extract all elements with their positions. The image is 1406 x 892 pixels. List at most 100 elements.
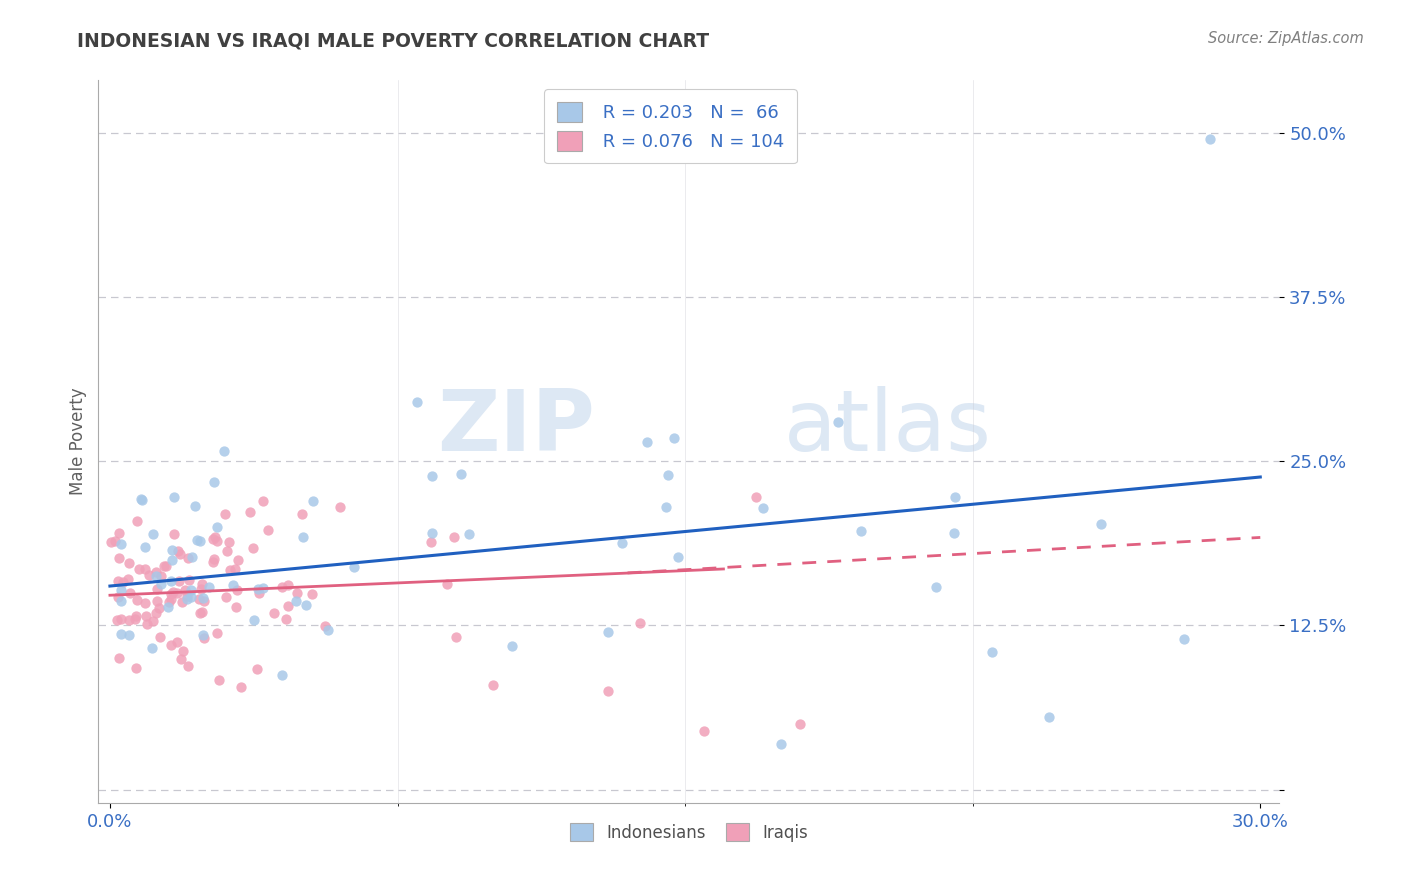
Point	[160, 574, 183, 588]
Point	[160, 587, 183, 601]
Point	[135, 617, 157, 632]
Point	[170, 652, 193, 666]
Point	[125, 592, 148, 607]
Point	[925, 580, 948, 594]
Point	[202, 555, 225, 569]
Point	[849, 524, 872, 538]
Point	[177, 550, 200, 565]
Text: INDONESIAN VS IRAQI MALE POVERTY CORRELATION CHART: INDONESIAN VS IRAQI MALE POVERTY CORRELA…	[77, 31, 710, 50]
Point	[628, 615, 651, 630]
Point	[118, 586, 141, 600]
Point	[827, 415, 849, 429]
Point	[169, 547, 191, 561]
Point	[657, 467, 679, 482]
Point	[188, 592, 211, 607]
Point	[277, 599, 299, 613]
Point	[598, 684, 620, 698]
Point	[117, 572, 139, 586]
Point	[598, 625, 620, 640]
Point	[291, 507, 314, 521]
Point	[943, 490, 966, 504]
Point	[662, 431, 685, 445]
Point	[329, 500, 352, 515]
Point	[125, 609, 148, 624]
Point	[252, 493, 274, 508]
Point	[134, 596, 156, 610]
Point	[108, 650, 131, 665]
Point	[111, 574, 134, 589]
Point	[252, 581, 274, 595]
Point	[193, 631, 215, 645]
Point	[212, 443, 235, 458]
Point	[129, 491, 152, 506]
Point	[242, 613, 264, 627]
Point	[231, 680, 253, 694]
Point	[149, 630, 172, 644]
Point	[482, 677, 505, 691]
Point	[110, 593, 132, 607]
Point	[655, 500, 678, 514]
Point	[1038, 710, 1060, 724]
Point	[419, 535, 441, 549]
Point	[172, 644, 194, 658]
Point	[145, 568, 167, 582]
Point	[134, 540, 156, 554]
Point	[224, 562, 246, 576]
Point	[177, 659, 200, 673]
Point	[450, 467, 472, 481]
Point	[226, 552, 249, 566]
Point	[443, 530, 465, 544]
Y-axis label: Male Poverty: Male Poverty	[69, 388, 87, 495]
Point	[219, 563, 242, 577]
Point	[190, 582, 212, 596]
Text: atlas: atlas	[783, 385, 991, 468]
Point	[157, 595, 180, 609]
Point	[314, 619, 336, 633]
Point	[277, 578, 299, 592]
Point	[162, 542, 184, 557]
Point	[145, 566, 167, 580]
Point	[110, 612, 132, 626]
Point	[110, 583, 132, 598]
Point	[242, 541, 264, 555]
Point	[157, 599, 180, 614]
Point	[149, 577, 172, 591]
Point	[291, 529, 314, 543]
Point	[271, 668, 294, 682]
Point	[420, 525, 443, 540]
Point	[141, 640, 163, 655]
Point	[270, 580, 292, 594]
Point	[142, 527, 165, 541]
Point	[170, 594, 193, 608]
Point	[160, 638, 183, 652]
Point	[145, 594, 167, 608]
Point	[214, 591, 236, 605]
Point	[980, 645, 1002, 659]
Point	[176, 589, 198, 603]
Point	[107, 574, 129, 588]
Point	[1173, 632, 1195, 646]
Point	[343, 560, 366, 574]
Point	[110, 627, 132, 641]
Point	[176, 592, 198, 607]
Point	[149, 569, 172, 583]
Point	[105, 613, 128, 627]
Point	[218, 535, 240, 549]
Point	[155, 559, 177, 574]
Point	[138, 568, 160, 582]
Point	[444, 630, 467, 644]
Point	[180, 583, 202, 598]
Point	[183, 500, 205, 514]
Point	[1199, 132, 1222, 146]
Point	[636, 434, 658, 449]
Point	[752, 500, 775, 515]
Point	[285, 585, 308, 599]
Point	[173, 583, 195, 598]
Point	[302, 494, 325, 508]
Point	[159, 591, 181, 606]
Point	[110, 537, 132, 551]
Point	[202, 475, 225, 490]
Point	[257, 523, 280, 537]
Point	[142, 614, 165, 628]
Point	[295, 598, 318, 612]
